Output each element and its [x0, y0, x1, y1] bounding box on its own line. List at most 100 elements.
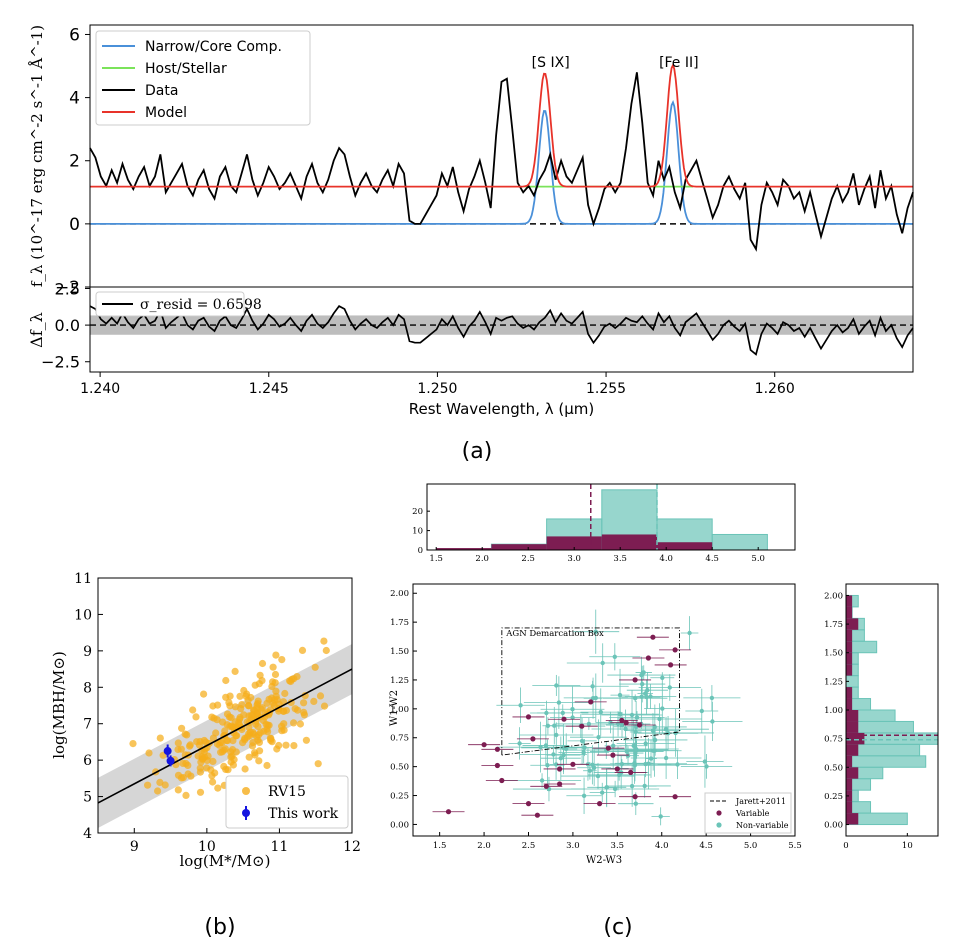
- rv15-point: [217, 748, 225, 756]
- nonvariable-point: [617, 692, 623, 698]
- line-label: [Fe II]: [659, 55, 699, 71]
- rv15-point: [182, 791, 190, 800]
- x-tick-label: 1.255: [586, 381, 626, 397]
- rv15-point: [320, 702, 329, 710]
- nonvariable-point: [600, 660, 605, 666]
- top-hist-bar-variable: [491, 544, 547, 550]
- nonvariable-point: [552, 723, 557, 728]
- rv15-point: [298, 646, 307, 655]
- rv15-point: [254, 722, 262, 731]
- variable-point: [525, 801, 532, 807]
- nonvariable-point: [538, 744, 543, 750]
- y-tick-label: 1.50: [824, 649, 843, 659]
- y-axis-label: f_λ (10^-17 erg cm^-2 s^-1 Å^-1): [28, 25, 46, 287]
- top-hist-bar-variable: [546, 536, 602, 550]
- nonvariable-point: [699, 708, 704, 714]
- legend-swatch: [242, 809, 250, 817]
- nonvariable-point: [632, 761, 637, 766]
- residual-y-label: Δf_λ: [27, 312, 46, 348]
- rv15-point: [238, 701, 246, 709]
- nonvariable-point: [704, 764, 709, 769]
- rv15-point: [192, 713, 200, 721]
- rv15-point: [196, 788, 205, 796]
- variable-point: [632, 794, 638, 800]
- nonvariable-point: [517, 741, 522, 746]
- rv15-point: [260, 727, 268, 735]
- rv15-point: [278, 656, 286, 664]
- rv15-point: [245, 702, 253, 710]
- variable-point: [636, 722, 643, 728]
- x-tick-label: 3.5: [611, 841, 625, 851]
- x-tick-label: 3.0: [567, 554, 581, 564]
- line-label: [S IX]: [532, 55, 570, 71]
- nonvariable-point: [650, 728, 656, 733]
- top-hist-bar-nonvariable: [711, 533, 768, 551]
- variable-point: [499, 777, 505, 784]
- nonvariable-point: [587, 768, 593, 773]
- x-tick-label: 4.5: [699, 841, 713, 851]
- rv15-point: [214, 784, 222, 792]
- rv15-point: [236, 692, 244, 700]
- panel-c-wise-color: AGN Demarcation Box 1.5 2.0 2.5 3.0 3.5 4.0 4.5…: [389, 483, 939, 866]
- right-hist-bar-variable: [846, 790, 853, 802]
- nonvariable-point: [641, 670, 646, 675]
- nonvariable-point: [593, 695, 598, 701]
- variable-point: [610, 752, 616, 758]
- right-hist-bar-nonvariable: [845, 755, 927, 768]
- right-hist-bar-variable: [846, 687, 853, 699]
- y-tick-label: 4: [83, 826, 92, 842]
- variable-point: [579, 723, 585, 729]
- rv15-point: [322, 646, 330, 655]
- right-hist-bar-variable: [846, 618, 859, 630]
- nonvariable-point: [640, 681, 645, 687]
- y-tick-label: 1.25: [824, 677, 843, 687]
- nonvariable-point: [593, 629, 598, 634]
- nonvariable-point: [604, 785, 609, 790]
- legend-label: Variable: [735, 809, 770, 818]
- right-hist-bar-variable: [846, 698, 853, 710]
- rv15-point: [184, 770, 192, 778]
- rv15-point: [203, 764, 211, 772]
- rv15-point: [261, 713, 269, 721]
- x-tick-label: 2.0: [475, 554, 489, 564]
- y-tick-label: 0.00: [390, 820, 409, 830]
- panel-b-scaling-relation: 4 5 6 7 8 9 10 11 9 10 11 12 log(M*/M⊙) log(MBH/M⊙) RV…: [50, 571, 361, 870]
- variable-point: [672, 794, 678, 800]
- rv15-point: [218, 739, 226, 747]
- x-tick-label: 2.0: [477, 841, 491, 851]
- x-tick-label: 9: [130, 839, 139, 855]
- y-tick-label: 0.0: [55, 316, 80, 335]
- x-tick-label: 4.5: [705, 554, 719, 564]
- rv15-point: [249, 738, 257, 747]
- rv15-point: [195, 741, 204, 749]
- nonvariable-point: [586, 721, 592, 727]
- rv15-point: [209, 757, 217, 766]
- rv15-point: [156, 734, 164, 742]
- this-work-point: [166, 756, 175, 765]
- x-tick-label: 11: [271, 839, 289, 855]
- x-tick-label: 3.5: [613, 554, 627, 564]
- y-tick-label: 10: [74, 607, 92, 623]
- rv15-point: [287, 677, 295, 686]
- nonvariable-point: [710, 719, 715, 724]
- rv15-point: [245, 753, 253, 761]
- legend-label: Host/Stellar: [145, 61, 227, 77]
- nonvariable-point: [600, 790, 605, 795]
- rv15-point: [240, 711, 248, 719]
- rv15-point: [300, 711, 308, 719]
- fit-line: [97, 668, 353, 804]
- y-tick-label: 0.50: [390, 763, 409, 773]
- nonvariable-point: [633, 801, 638, 806]
- x-tick-label: 1.240: [80, 381, 120, 397]
- nonvariable-point: [598, 709, 603, 715]
- nonvariable-point: [556, 700, 562, 705]
- right-hist-bar-variable: [846, 595, 853, 607]
- rv15-point: [290, 742, 298, 750]
- y-tick-label: 6: [83, 753, 92, 769]
- rv15-point: [302, 736, 310, 744]
- agn-demarcation-box: [501, 627, 680, 756]
- rv15-point: [271, 670, 280, 679]
- nonvariable-point: [518, 703, 523, 708]
- variable-point: [481, 742, 487, 748]
- nonvariable-point: [634, 715, 640, 720]
